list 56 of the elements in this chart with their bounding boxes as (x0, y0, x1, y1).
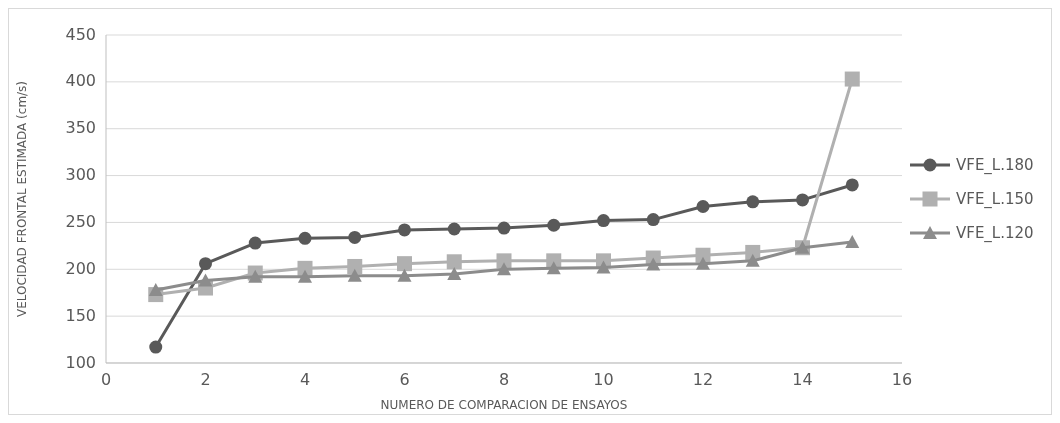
x-tick-label: 0 (100, 370, 112, 389)
legend-label: VFE_L.180 (956, 155, 1034, 175)
point (497, 221, 511, 235)
point (796, 193, 809, 207)
point (248, 269, 263, 283)
point (248, 236, 262, 250)
point (347, 268, 362, 282)
point (547, 218, 561, 232)
point (597, 214, 610, 228)
y-tick-label: 100 (65, 352, 96, 372)
point (148, 282, 163, 296)
point (746, 195, 760, 209)
point (496, 253, 512, 269)
point (844, 71, 860, 87)
y-tick-label: 350 (65, 118, 96, 138)
point (845, 178, 859, 192)
point (149, 340, 163, 354)
point (497, 262, 511, 276)
x-tick-label: 10 (593, 370, 614, 389)
x-tick-label: 6 (399, 370, 410, 389)
x-tick-label: 2 (200, 370, 211, 389)
x-tick-label: 4 (299, 370, 311, 389)
point (745, 253, 760, 267)
legend-label: VFE_L.150 (956, 189, 1034, 209)
point (596, 260, 611, 274)
point (447, 222, 461, 236)
legend-label: VFE_L.120 (956, 223, 1034, 243)
point (198, 273, 213, 287)
y-tick-label: 200 (65, 258, 96, 278)
point (298, 269, 312, 283)
point (298, 231, 312, 245)
point (348, 230, 362, 244)
y-tick-label: 300 (65, 165, 96, 185)
point (347, 258, 363, 274)
x-axis-title: NUMERO DE COMPARACION DE ENSAYOS (380, 398, 628, 412)
x-tick-label: 12 (692, 370, 714, 389)
point (397, 256, 412, 272)
y-axis-title: VELOCIDAD FRONTAL ESTIMADA (cm/s) (15, 80, 29, 318)
point (398, 223, 411, 237)
point (446, 254, 462, 270)
y-tick-label: 450 (65, 24, 96, 44)
point (447, 266, 462, 280)
x-tick-label: 8 (498, 370, 510, 389)
point (646, 213, 660, 227)
point (696, 200, 710, 213)
point (696, 256, 710, 270)
point (397, 268, 412, 282)
x-tick-label: 14 (792, 370, 813, 389)
y-tick-label: 400 (65, 71, 96, 91)
point (845, 235, 860, 249)
point (646, 257, 661, 271)
x-tick-label: 16 (891, 370, 913, 389)
y-tick-label: 150 (65, 305, 96, 325)
point (199, 257, 212, 271)
point (546, 261, 561, 275)
y-tick-label: 250 (65, 211, 96, 231)
